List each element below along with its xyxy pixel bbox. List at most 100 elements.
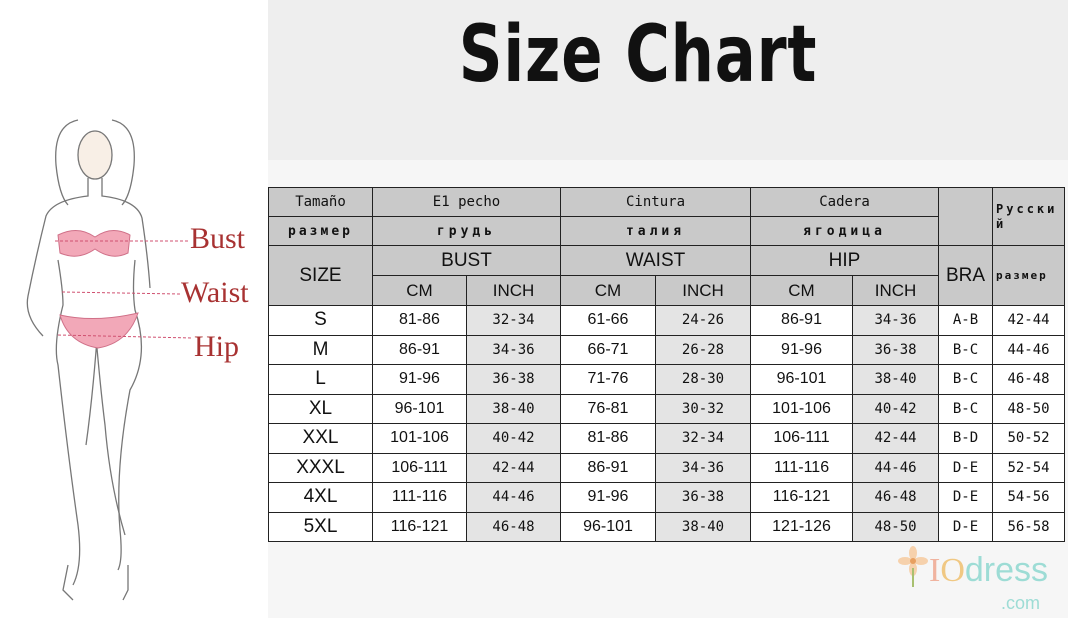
cell-size: M — [268, 334, 373, 365]
body-figure-illustration: Bust Waist Hip — [0, 110, 268, 618]
cell-hip-cm: 111-116 — [750, 452, 854, 483]
cell-waist-cm: 76-81 — [560, 393, 656, 424]
cell-ru-size: 42-44 — [992, 305, 1066, 336]
cell-bra: A-B — [938, 305, 994, 336]
cell-waist-cm: 86-91 — [560, 452, 656, 483]
cell-waist-cm: 96-101 — [560, 511, 656, 542]
cell-hip-inch: 34-36 — [852, 305, 940, 336]
hip-label: Hip — [194, 330, 239, 363]
bust-label: Bust — [190, 222, 246, 255]
cell-ru-size: 54-56 — [992, 482, 1066, 513]
cell-hip-inch: 44-46 — [852, 452, 940, 483]
table-row: XXXL 106-111 42-44 86-91 34-36 111-116 44-46 D-… — [268, 452, 1066, 483]
header-bust-cm: CM — [372, 275, 467, 306]
cell-bra: B-C — [938, 393, 994, 424]
cell-ru-size: 56-58 — [992, 511, 1066, 542]
header-hip-inch: INCH — [852, 275, 940, 306]
cell-hip-cm: 96-101 — [750, 364, 854, 395]
cell-waist-inch: 30-32 — [654, 393, 752, 424]
cell-bra: B-C — [938, 334, 994, 365]
cell-waist-cm: 91-96 — [560, 482, 656, 513]
header-waist-cm: CM — [560, 275, 656, 306]
table-row: S 81-86 32-34 61-66 24-26 86-91 34-36 A-B 42-44 — [268, 305, 1066, 336]
svg-text:IOdress: IOdress — [929, 551, 1048, 589]
cell-bust-inch: 40-42 — [466, 423, 561, 454]
header-waist-inch: INCH — [654, 275, 752, 306]
cell-bust-cm: 96-101 — [372, 393, 467, 424]
cell-waist-inch: 34-36 — [654, 452, 752, 483]
cell-hip-cm: 101-106 — [750, 393, 854, 424]
table-row: 5XL 116-121 46-48 96-101 38-40 121-126 48-50 D-… — [268, 511, 1066, 542]
cell-hip-cm: 106-111 — [750, 423, 854, 454]
cell-ru-size: 44-46 — [992, 334, 1066, 365]
header-blank — [938, 187, 994, 246]
cell-waist-cm: 66-71 — [560, 334, 656, 365]
cell-bust-cm: 86-91 — [372, 334, 467, 365]
cell-bust-inch: 44-46 — [466, 482, 561, 513]
header-waist: WAIST — [559, 245, 752, 276]
cell-bust-cm: 106-111 — [372, 452, 467, 483]
header-cadera: Cadera — [750, 187, 940, 217]
cell-waist-cm: 61-66 — [560, 305, 656, 336]
cell-hip-inch: 40-42 — [852, 393, 940, 424]
cell-hip-inch: 36-38 — [852, 334, 940, 365]
table-row: XL 96-101 38-40 76-81 30-32 101-106 40-42 B-C 48… — [268, 393, 1066, 424]
iodress-watermark-logo: IOdress .com — [893, 543, 1065, 617]
cell-ru-size: 50-52 — [992, 423, 1066, 454]
cell-waist-inch: 26-28 — [654, 334, 752, 365]
cell-bust-inch: 38-40 — [466, 393, 561, 424]
cell-ru-size: 46-48 — [992, 364, 1066, 395]
cell-hip-inch: 46-48 — [852, 482, 940, 513]
header-cintura: Cintura — [559, 187, 752, 217]
cell-waist-cm: 81-86 — [560, 423, 656, 454]
cell-hip-inch: 48-50 — [852, 511, 940, 542]
cell-size: XXL — [268, 423, 373, 454]
cell-bust-inch: 36-38 — [466, 364, 561, 395]
cell-bust-inch: 46-48 — [466, 511, 561, 542]
cell-bust-cm: 116-121 — [372, 511, 467, 542]
cell-ru-size: 48-50 — [992, 393, 1066, 424]
cell-size: 5XL — [268, 511, 373, 542]
cell-hip-cm: 86-91 — [750, 305, 854, 336]
header-bra: BRA — [938, 245, 994, 306]
cell-bra: D-E — [938, 452, 994, 483]
header-razmer-ru: размер — [992, 245, 1066, 306]
cell-size: XXXL — [268, 452, 373, 483]
header-bust-inch: INCH — [466, 275, 561, 306]
cell-size: 4XL — [268, 482, 373, 513]
waist-label: Waist — [181, 276, 249, 309]
table-row: 4XL 111-116 44-46 91-96 36-38 116-121 46-48 D-E… — [268, 482, 1066, 513]
cell-bust-inch: 42-44 — [466, 452, 561, 483]
cell-waist-inch: 38-40 — [654, 511, 752, 542]
cell-waist-inch: 32-34 — [654, 423, 752, 454]
cell-bust-cm: 111-116 — [372, 482, 467, 513]
cell-hip-cm: 91-96 — [750, 334, 854, 365]
cell-size: XL — [268, 393, 373, 424]
header-grud: грудь — [372, 216, 561, 246]
table-row: M 86-91 34-36 66-71 26-28 91-96 36-38 B-C 44-46 — [268, 334, 1066, 365]
header-russian: Русский — [992, 187, 1066, 246]
header-taliya: талия — [559, 216, 752, 246]
header-razmer: размер — [268, 216, 373, 246]
size-chart-table: Tamaño E1 pecho Cintura Cadera Русский р… — [268, 187, 1066, 542]
cell-bust-inch: 34-36 — [466, 334, 561, 365]
cell-bust-cm: 91-96 — [372, 364, 467, 395]
header-size: SIZE — [268, 245, 373, 306]
cell-bust-inch: 32-34 — [466, 305, 561, 336]
cell-bra: D-E — [938, 511, 994, 542]
header-yagoditsa: ягодица — [750, 216, 940, 246]
cell-waist-inch: 24-26 — [654, 305, 752, 336]
cell-waist-inch: 36-38 — [654, 482, 752, 513]
cell-bust-cm: 81-86 — [372, 305, 467, 336]
table-row: L 91-96 36-38 71-76 28-30 96-101 38-40 B-C 46-48 — [268, 364, 1066, 395]
cell-bra: D-E — [938, 482, 994, 513]
title-band — [268, 0, 1068, 160]
cell-hip-cm: 121-126 — [750, 511, 854, 542]
cell-bust-cm: 101-106 — [372, 423, 467, 454]
header-bust: BUST — [372, 245, 561, 276]
watermark-domain: .com — [1001, 593, 1040, 613]
header-hip: HIP — [750, 245, 940, 276]
cell-waist-cm: 71-76 — [560, 364, 656, 395]
header-tamano: Tamaño — [268, 187, 373, 217]
cell-hip-inch: 38-40 — [852, 364, 940, 395]
